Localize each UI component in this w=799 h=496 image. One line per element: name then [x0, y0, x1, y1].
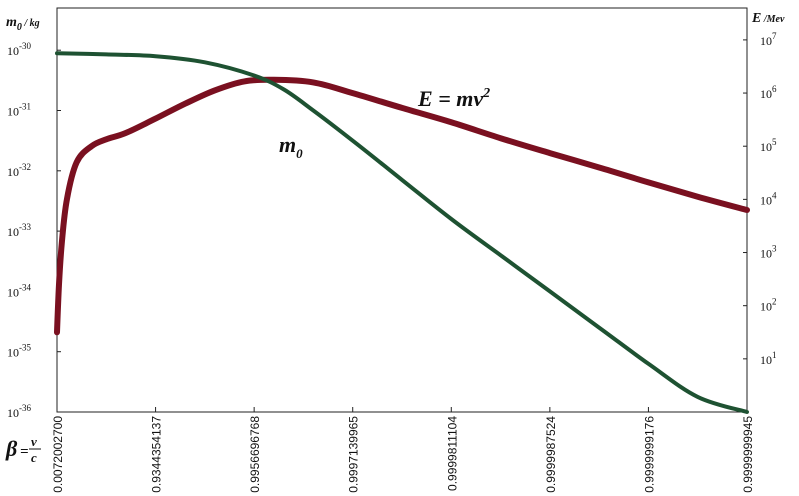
x-tick-label: 0.9956696768	[248, 416, 262, 493]
y-left-tick-label: 10-31	[7, 102, 31, 119]
x-tick-label: 0.9344354137	[150, 416, 164, 493]
y-left-tick-label: 10-34	[7, 282, 31, 299]
y-right-tick-label: 105	[760, 137, 777, 154]
series-line-mass	[55, 51, 749, 414]
x-tick-label: 0.9999987524	[544, 416, 558, 493]
y-left-axis-title: m0 / kg	[6, 15, 40, 33]
plot-frame	[56, 7, 748, 413]
x-tick-label: 0.0072002700	[51, 416, 65, 493]
y-right-tick-label: 101	[760, 350, 777, 367]
series-layer	[54, 51, 750, 414]
x-axis-numerator: v	[31, 434, 37, 449]
y-left-tick-label: 10-36	[7, 403, 31, 420]
y-left-tick-label: 10-33	[7, 222, 31, 239]
y-right-tick-label: 102	[760, 297, 777, 314]
x-axis-ticks: 0.0072002700 0.9344354137 0.9956696768 0.99…	[51, 407, 755, 493]
x-axis-denominator: c	[31, 450, 37, 465]
y-left-tick-label: 10-35	[7, 343, 31, 360]
y-left-tick-label: 10-30	[7, 41, 31, 58]
y-right-tick-label: 107	[760, 31, 777, 48]
x-axis-title: β = v c	[5, 434, 41, 465]
x-tick-label: 0.9997139965	[347, 416, 361, 493]
y-right-axis-title: E /Mev	[751, 11, 785, 26]
x-axis-beta: β	[5, 436, 18, 461]
series-line-energy	[54, 76, 750, 336]
right-axis-ticks: 107 106 105 104 103 102 101	[743, 31, 777, 367]
y-left-tick-label: 10-32	[7, 162, 31, 179]
series-label-energy: E = mv2	[417, 86, 490, 111]
y-right-tick-label: 106	[760, 84, 777, 101]
x-axis-equals: =	[20, 444, 29, 460]
y-right-tick-label: 103	[760, 244, 777, 261]
series-label-mass: m0	[279, 132, 303, 161]
x-tick-label: 0.9999999945	[741, 416, 755, 493]
left-axis-ticks: 10-30 10-31 10-32 10-33 10-34 10-35 10-36	[7, 41, 61, 420]
y-right-tick-label: 104	[760, 190, 777, 207]
x-tick-label: 0.9999811104	[445, 416, 459, 491]
x-tick-label: 0.9999999176	[642, 416, 656, 493]
